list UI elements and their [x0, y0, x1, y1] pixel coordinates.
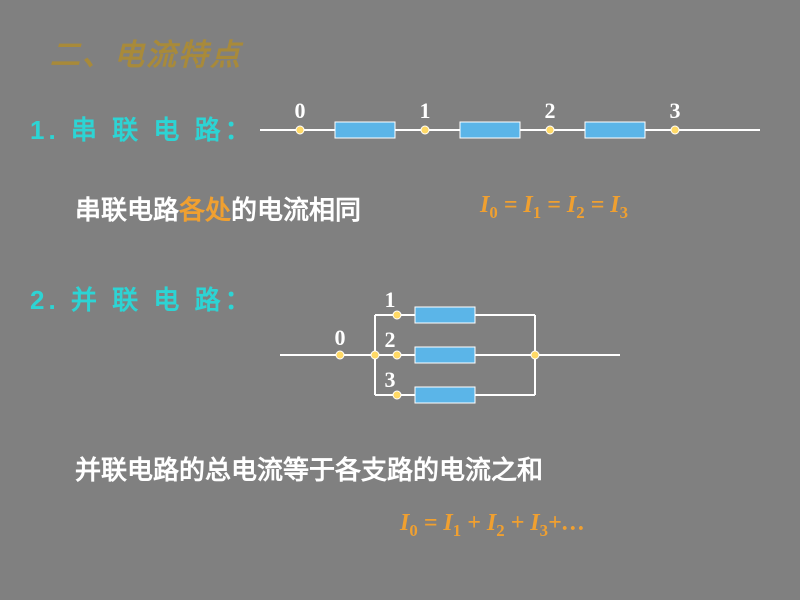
section1-desc-pre: 串联电路: [75, 195, 179, 225]
section1-formula: I0 = I1 = I2 = I3: [480, 192, 628, 223]
page-title: 二、电流特点: [50, 30, 242, 74]
section2-desc: 并联电路的总电流等于各支路的电流之和: [75, 450, 543, 487]
section1-desc: 串联电路各处的电流相同: [75, 190, 361, 227]
svg-text:2: 2: [385, 327, 396, 352]
section1-label: 1. 串 联 电 路：: [30, 110, 255, 147]
svg-text:0: 0: [335, 325, 346, 350]
section2-label: 2. 并 联 电 路：: [30, 280, 255, 317]
svg-text:3: 3: [670, 98, 681, 123]
parallel-circuit-diagram: 1 2 3 0: [280, 280, 680, 435]
svg-text:1: 1: [420, 98, 431, 123]
svg-text:0: 0: [295, 98, 306, 123]
svg-text:3: 3: [385, 367, 396, 392]
series-circuit-diagram: 0 1 2 3: [260, 95, 760, 160]
section2-formula: I0 = I1 + I2 + I3+…: [400, 510, 586, 541]
section1-desc-highlight: 各处: [179, 195, 231, 225]
section1-desc-post: 的电流相同: [231, 195, 361, 225]
svg-text:1: 1: [385, 287, 396, 312]
svg-text:2: 2: [545, 98, 556, 123]
